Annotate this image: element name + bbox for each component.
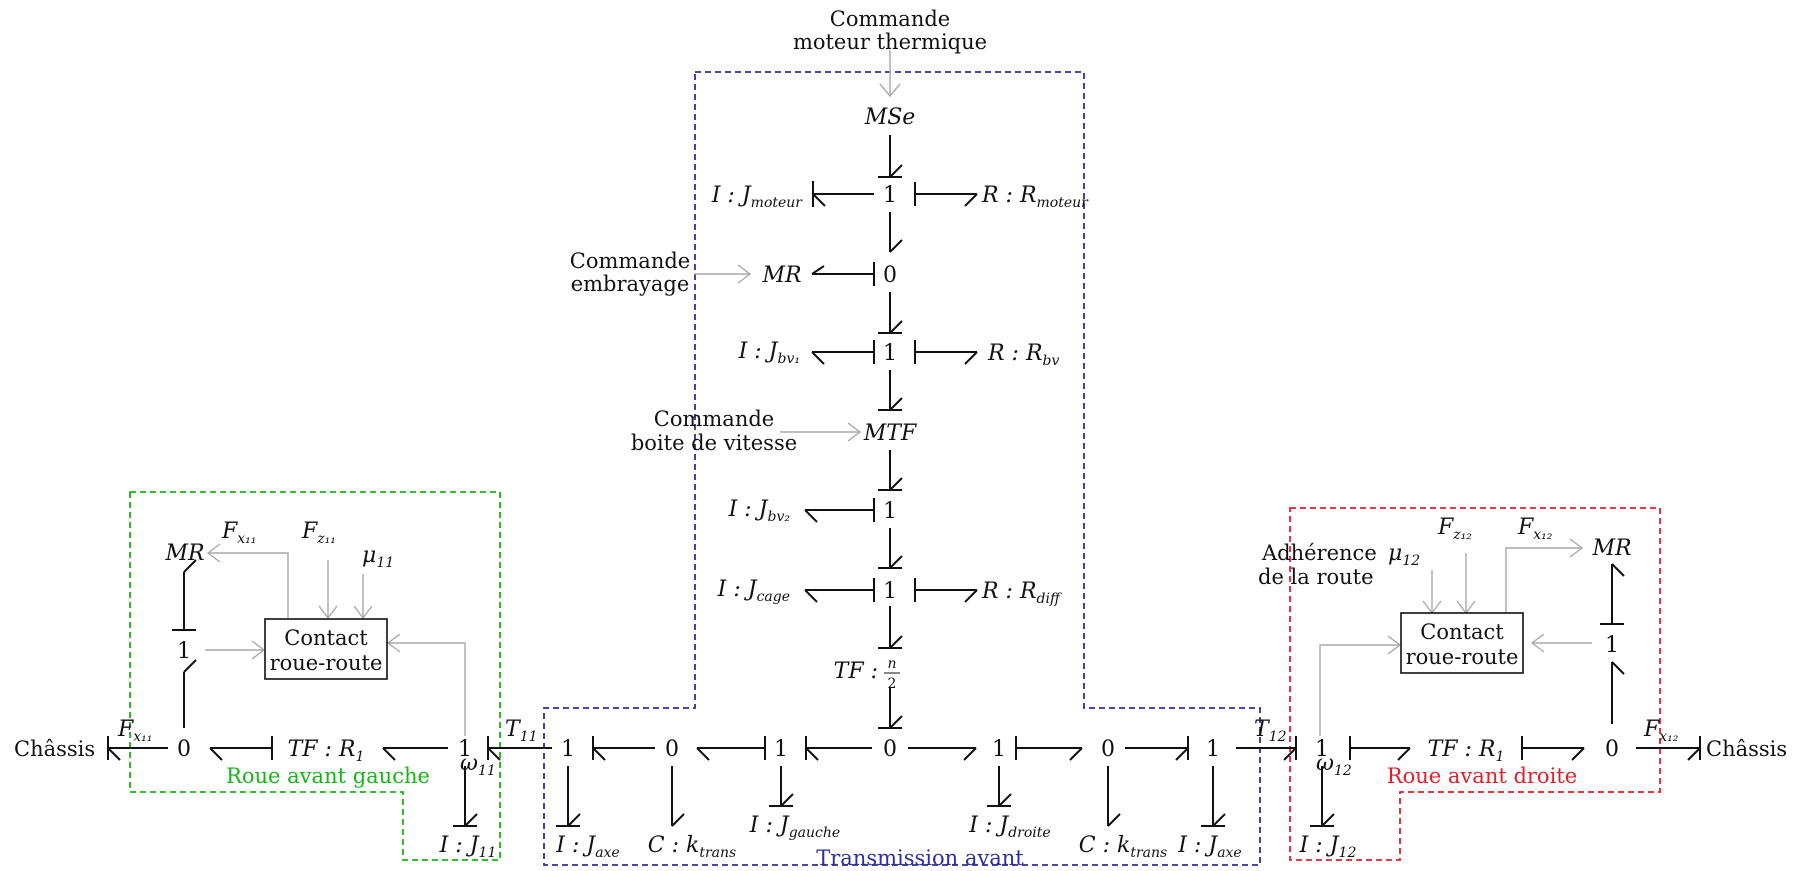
j-moteur-label: I : Jmoteur xyxy=(711,183,804,211)
j-axe-right-label: I : Jaxe xyxy=(1177,833,1241,861)
contact-right-line1: Contact xyxy=(1420,620,1504,644)
tf-diff-label: TF : xyxy=(834,659,878,684)
motor-command-line2: moteur thermique xyxy=(793,30,987,54)
fz12-label: Fz₁₂ xyxy=(1437,515,1472,543)
j-bv2-label: I : Jbv₂ xyxy=(728,497,791,525)
group-outline-left-wheel xyxy=(129,491,501,861)
motor-command-line1: Commande xyxy=(830,7,950,31)
fz11-label: Fz₁₁ xyxy=(301,519,336,547)
junction-1-axe-left: 1 xyxy=(561,737,575,762)
j12-label: I : J12 xyxy=(1299,833,1357,861)
j-cage-label: I : Jcage xyxy=(717,577,790,605)
gearbox-command-line2: boite de vitesse xyxy=(631,431,797,455)
chassis-left: Châssis xyxy=(14,737,95,761)
junction-1-bv2: 1 xyxy=(883,499,897,524)
tf-r1-left: TF : R1 xyxy=(288,737,365,765)
fx12-bottom-label: Fx₁₂ xyxy=(1643,717,1679,745)
mr-left-wheel: MR xyxy=(164,541,204,566)
clutch-command-line2: embrayage xyxy=(571,272,690,296)
contact-left-line2: roue-route xyxy=(270,651,383,675)
junction-1-right-wheel: 1 xyxy=(1315,737,1329,762)
tf-ratio-num: n xyxy=(887,656,896,672)
junction-1-right-upper: 1 xyxy=(1605,633,1619,658)
junction-0-left-wheel: 0 xyxy=(177,737,191,762)
group-label-center: Transmission avant xyxy=(816,846,1024,870)
w12-label: ω12 xyxy=(1316,751,1352,779)
junction-0-right-wheel: 0 xyxy=(1605,737,1619,762)
mu11-label: μ11 xyxy=(362,543,394,571)
mse-node: MSe xyxy=(864,105,916,130)
junction-1-droite: 1 xyxy=(992,737,1006,762)
j-bv1-label: I : Jbv₁ xyxy=(738,339,800,367)
group-outline-transmission xyxy=(543,71,1261,866)
signal-arrows xyxy=(205,50,1592,736)
spine-bonds xyxy=(804,135,978,729)
mu12-label: μ12 xyxy=(1388,541,1420,569)
junction-0-clutch: 0 xyxy=(883,263,897,288)
t11-label: T11 xyxy=(505,717,538,745)
group-label-left: Roue avant gauche xyxy=(226,764,430,788)
mr-clutch-node: MR xyxy=(761,263,801,288)
junction-0-center: 0 xyxy=(883,737,897,762)
j-droite-label: I : Jdroite xyxy=(968,813,1050,841)
clutch-command-line1: Commande xyxy=(570,249,690,273)
tf-r1-right: TF : R1 xyxy=(1428,737,1505,765)
c-trans-left-label: C : ktrans xyxy=(648,833,736,861)
r-moteur-label: R : Rmoteur xyxy=(981,183,1089,211)
mr-right-wheel: MR xyxy=(1591,536,1631,561)
j11-label: I : J11 xyxy=(439,833,497,861)
r-diff-label: R : Rdiff xyxy=(981,579,1062,607)
junction-1-motor: 1 xyxy=(883,183,897,208)
j-gauche-label: I : Jgauche xyxy=(749,813,840,841)
contact-left-line1: Contact xyxy=(284,626,368,650)
chassis-right: Châssis xyxy=(1706,737,1787,761)
contact-box-right xyxy=(1400,612,1524,674)
junction-1-left-upper: 1 xyxy=(177,639,191,664)
r-bv-label: R : Rbv xyxy=(987,341,1059,369)
junction-1-gearbox: 1 xyxy=(883,341,897,366)
group-label-right: Roue avant droite xyxy=(1387,764,1577,788)
gearbox-command-line1: Commande xyxy=(654,407,774,431)
junction-1-cage: 1 xyxy=(883,579,897,604)
junction-1-left-wheel: 1 xyxy=(458,737,472,762)
mtf-node: MTF xyxy=(863,421,917,446)
fx12-label: Fx₁₂ xyxy=(1517,515,1553,543)
fx11-bottom-label: Fx₁₁ xyxy=(117,717,152,745)
junction-0-trans-right: 0 xyxy=(1101,737,1115,762)
contact-box-left xyxy=(264,618,388,680)
contact-right-line2: roue-route xyxy=(1406,645,1519,669)
c-trans-right-label: C : ktrans xyxy=(1079,833,1167,861)
junction-1-gauche: 1 xyxy=(774,737,788,762)
tf-ratio-den: 2 xyxy=(888,676,897,692)
fx11-label: Fx₁₁ xyxy=(221,519,256,547)
adherence-line2: de la route xyxy=(1258,565,1374,589)
adherence-line1: Adhérence xyxy=(1261,541,1377,565)
group-outline-right-wheel xyxy=(1289,507,1661,861)
t12-label: T12 xyxy=(1254,717,1287,745)
j-axe-left-label: I : Jaxe xyxy=(555,833,619,861)
bottom-bonds xyxy=(107,559,1701,827)
w11-label: ω11 xyxy=(460,751,496,779)
junction-1-axe-right: 1 xyxy=(1206,737,1220,762)
junction-0-trans-left: 0 xyxy=(665,737,679,762)
